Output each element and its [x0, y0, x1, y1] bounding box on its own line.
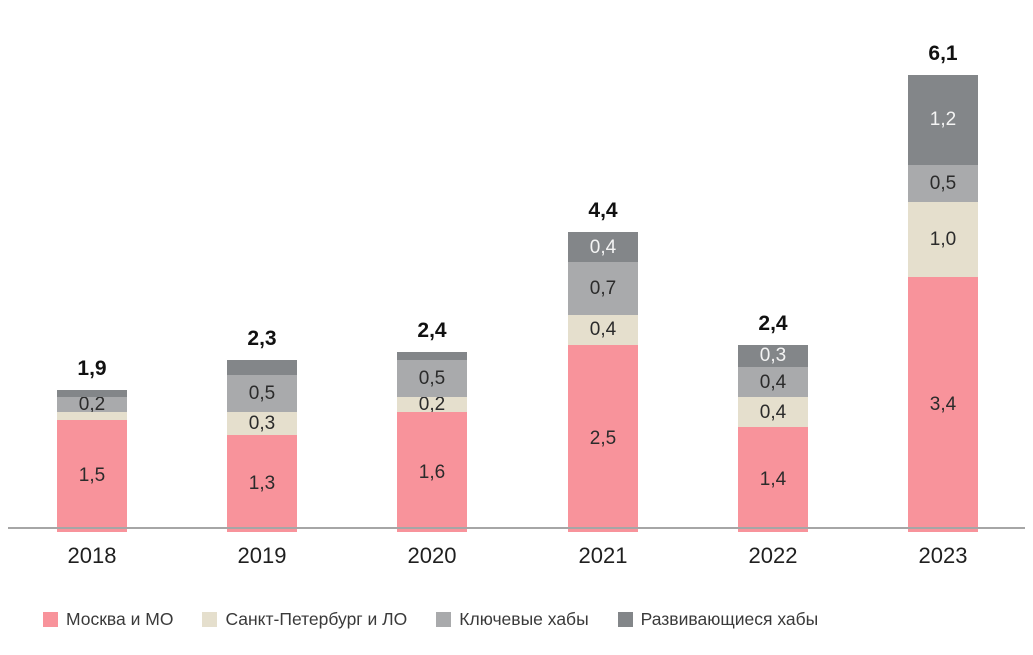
bar-segment: 0,5	[397, 359, 467, 397]
bar-segment: 0,2	[397, 397, 467, 412]
x-axis-tick-label: 2023	[918, 543, 968, 568]
x-axis-tick-label: 2022	[748, 543, 798, 568]
x-axis-tick-label: 2020	[407, 543, 457, 568]
bar-stack-2019: 1,3 0,3 0,5	[227, 359, 297, 532]
x-axis-line	[8, 527, 1025, 529]
legend-item: Москва и МО	[43, 609, 173, 630]
bar-stack-2020: 1,6 0,2 0,5	[397, 352, 467, 532]
bar-total-label: 2,4	[758, 311, 788, 335]
bar-stack-2022: 1,4 0,4 0,4 0,3	[738, 344, 808, 532]
bar-total-label: 1,9	[77, 356, 107, 380]
bar-segment	[57, 412, 127, 420]
bar-segment: 0,7	[568, 262, 638, 315]
bar-segment: 0,2	[57, 397, 127, 412]
bar-segment: 3,4	[908, 277, 978, 532]
bar-total-label: 4,4	[588, 199, 618, 222]
legend-label: Москва и МО	[66, 609, 174, 629]
bar-segment: 1,5	[57, 419, 127, 532]
bar-total-label: 6,1	[928, 41, 958, 65]
bar-stack-2018: 1,5 0,2	[57, 389, 127, 532]
legend-swatch-icon	[617, 612, 633, 627]
legend-label: Санкт-Петербург и ЛО	[225, 609, 408, 629]
legend-label: Развивающиеся хабы	[640, 609, 819, 629]
legend-swatch-icon	[43, 612, 58, 627]
bar-segment: 0,4	[738, 397, 808, 427]
bar-segment	[227, 359, 297, 375]
bar-segment	[57, 389, 127, 397]
x-axis-tick-label: 2021	[578, 543, 628, 568]
bar-segment: 0,4	[568, 314, 638, 345]
legend-item: Развивающиеся хабы	[617, 609, 819, 630]
bar-segment: 0,5	[908, 164, 978, 202]
bar-segment: 0,5	[227, 374, 297, 412]
bar-segment	[397, 352, 467, 360]
bar-segment: 2,5	[568, 344, 638, 532]
bar-segment: 1,6	[397, 412, 467, 532]
legend-item: Ключевые хабы	[436, 609, 589, 630]
x-axis-tick-label: 2019	[237, 543, 287, 568]
bar-segment: 0,3	[227, 412, 297, 435]
bar-segment: 0,4	[738, 367, 808, 397]
bar-segment: 1,2	[908, 74, 978, 165]
bar-total-label: 2,4	[417, 319, 447, 342]
bar-segment: 1,3	[227, 434, 297, 532]
bar-segment: 0,4	[568, 232, 638, 262]
legend-label: Ключевые хабы	[459, 609, 589, 629]
bar-total-label: 2,3	[247, 326, 277, 350]
bar-segment: 1,4	[738, 427, 808, 532]
x-axis-tick-label: 2018	[67, 543, 117, 568]
bar-stack-2021: 2,5 0,4 0,7 0,4	[568, 232, 638, 532]
bar-segment: 1,0	[908, 202, 978, 277]
bar-stack-2023: 3,4 1,0 0,5 1,2	[908, 74, 978, 532]
bar-segment: 0,3	[738, 344, 808, 367]
legend-swatch-icon	[202, 612, 218, 627]
legend-item: Санкт-Петербург и ЛО	[202, 609, 407, 630]
legend-swatch-icon	[436, 612, 452, 627]
chart-legend: Москва и МО Санкт-Петербург и ЛО Ключевые …	[43, 609, 818, 630]
